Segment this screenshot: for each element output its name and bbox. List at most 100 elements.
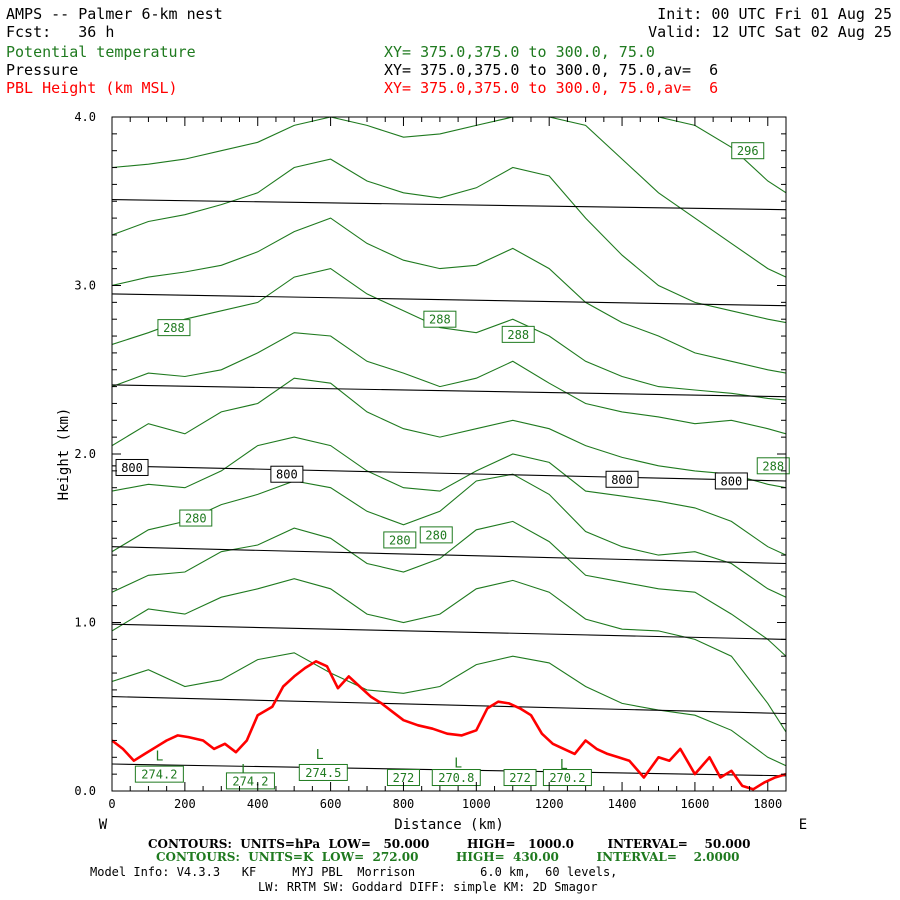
- theta-line-3: [112, 520, 786, 657]
- field-name-pressure: Pressure: [6, 61, 79, 79]
- theta-line-7: [112, 332, 786, 435]
- model-info-2: LW: RRTM SW: Goddard DIFF: simple KM: 2D…: [258, 880, 598, 894]
- isobar-line-7: [112, 293, 786, 307]
- x-tick-label: 1200: [535, 797, 564, 811]
- y-tick-label: 2.0: [74, 447, 96, 461]
- low-marker: L: [454, 756, 462, 771]
- theta-label-box: [731, 142, 765, 160]
- theta-label: 280: [185, 512, 207, 526]
- theta-label: 288: [163, 321, 185, 335]
- isobar-label-box: [270, 465, 304, 483]
- x-tick-label: 0: [108, 797, 115, 811]
- isobar-label-box: [115, 458, 149, 476]
- theta-label: 272: [509, 771, 531, 785]
- theta-label: 274.2: [141, 768, 177, 782]
- axes: 0 200 400 600 800 1000 1200 1400 1600 1800 0.0 1.0 2…: [56, 110, 807, 833]
- field-xy-pressure: XY= 375.0,375.0 to 300.0, 75.0,av= 6: [384, 61, 719, 79]
- theta-label-box: [419, 526, 453, 544]
- theta-line-8: [112, 268, 786, 401]
- theta-line-10: [112, 158, 786, 324]
- isobar-label: 800: [276, 468, 298, 482]
- isobar-line-5: [112, 465, 786, 482]
- contours-k-info: CONTOURS: UNITS=K LOW= 272.00 HIGH= 430.…: [156, 850, 740, 864]
- field-name-pbl: PBL Height (km MSL): [6, 79, 178, 97]
- theta-label: 280: [425, 528, 447, 542]
- field-xy-theta: XY= 375.0,375.0 to 300.0, 75.0: [384, 43, 655, 61]
- x-tick-label: 400: [247, 797, 269, 811]
- theta-label-box: [179, 509, 213, 527]
- isobar-label: 800: [611, 473, 633, 487]
- field-name-theta: Potential temperature: [6, 43, 196, 61]
- init-time: Init: 00 UTC Fri 01 Aug 25: [657, 5, 892, 23]
- theta-label-box: [383, 531, 417, 549]
- x-axis-label: Distance (km): [394, 817, 504, 833]
- theta-line-4: [112, 473, 786, 598]
- theta-label: 288: [507, 328, 529, 342]
- theta-line-12: [112, 117, 786, 194]
- theta-label: 280: [389, 533, 411, 547]
- isobar-line-4: [112, 546, 786, 565]
- theta-label: 274.2: [232, 774, 268, 788]
- theta-label-box: [423, 310, 457, 328]
- y-tick-label: 3.0: [74, 279, 96, 293]
- theta-label-box: [134, 765, 184, 783]
- y-axis-label: Height (km): [56, 408, 72, 501]
- theta-label: 272: [393, 771, 415, 785]
- contours-hpa-info: CONTOURS: UNITS=hPa LOW= 50.000 HIGH= 10…: [148, 837, 751, 851]
- isobar-line-8: [112, 199, 786, 211]
- forecast-hour: Fcst: 36 h: [6, 23, 115, 41]
- x-tick-label: 1000: [462, 797, 491, 811]
- x-tick-label: 1800: [753, 797, 782, 811]
- low-marker: L: [560, 758, 568, 773]
- isobar-label-box: [605, 470, 639, 488]
- theta-label-box: [431, 769, 481, 787]
- x-tick-label: 600: [320, 797, 342, 811]
- isobar-label: 800: [121, 461, 143, 475]
- pbl-height-line: [111, 659, 787, 791]
- theta-label: 270.8: [438, 771, 474, 785]
- theta-label-box: [298, 763, 348, 781]
- y-tick-label: 4.0: [74, 110, 96, 124]
- theta-label: 288: [762, 459, 784, 473]
- plot-frame: [111, 116, 787, 792]
- east-label: E: [799, 817, 807, 833]
- contour-labels: 274.2 274.2 274.5 272 270.8 272 270.2 280 280 280…: [115, 142, 790, 790]
- valid-time: Valid: 12 UTC Sat 02 Aug 25: [648, 23, 892, 41]
- theta-label: 270.2: [549, 771, 585, 785]
- theta-label-box: [501, 325, 535, 343]
- y-tick-label: 1.0: [74, 616, 96, 630]
- pressure-isobars: [112, 199, 786, 777]
- x-tick-label: 1400: [608, 797, 637, 811]
- field-xy-pbl: XY= 375.0,375.0 to 300.0, 75.0,av= 6: [384, 79, 719, 97]
- theta-line-5: [112, 436, 786, 556]
- isobar-label: 800: [721, 474, 743, 488]
- model-info: Model Info: V4.3.3 KF MYJ PBL Morrison 6…: [90, 865, 618, 879]
- chart-title: AMPS -- Palmer 6-km nest: [6, 5, 223, 23]
- theta-line-6: [112, 377, 786, 489]
- theta-label-box: [503, 769, 537, 787]
- low-marker: L: [155, 750, 163, 765]
- isobar-label-box: [714, 472, 748, 490]
- theta-label-box: [756, 457, 790, 475]
- y-tick-label: 0.0: [74, 784, 96, 798]
- theta-label: 274.5: [305, 766, 341, 780]
- theta-line-2: [112, 578, 786, 733]
- isobar-line-6: [112, 384, 786, 398]
- theta-label-box: [225, 772, 275, 790]
- theta-line-11: [112, 117, 786, 278]
- low-marker: L: [241, 763, 249, 778]
- isobar-line-2: [112, 696, 786, 715]
- x-tick-label: 800: [393, 797, 415, 811]
- theta-label-box: [157, 319, 191, 337]
- west-label: W: [99, 817, 108, 833]
- low-marker: L: [316, 748, 324, 763]
- low-pressure-markers: L L L L L: [155, 748, 567, 778]
- theta-label-box: [542, 769, 592, 787]
- theta-label: 296: [737, 144, 759, 158]
- pbl-height-series: [111, 659, 787, 791]
- theta-label: 288: [429, 313, 451, 327]
- theta-line-1: [112, 652, 786, 767]
- theta-isentropes: [112, 117, 786, 767]
- x-tick-label: 1600: [680, 797, 709, 811]
